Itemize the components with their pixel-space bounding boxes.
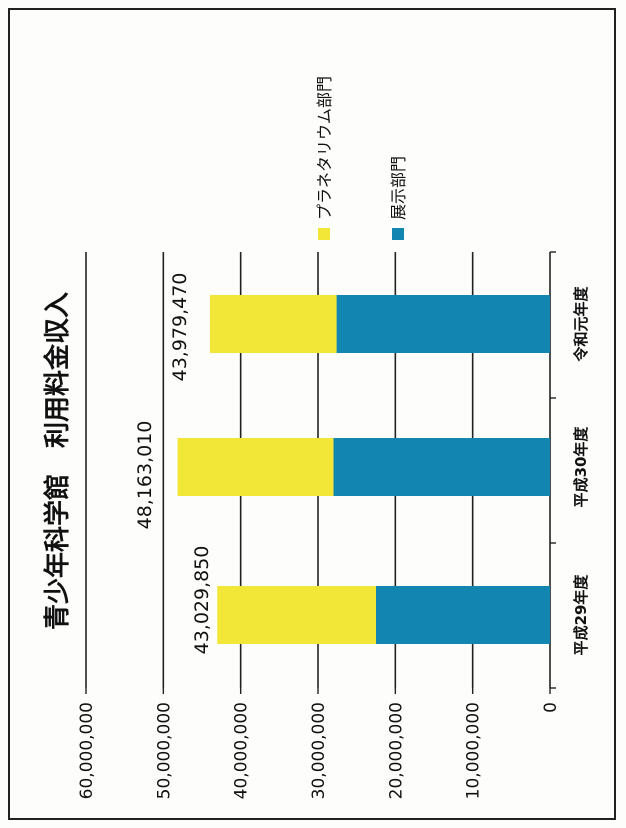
y-tick-label: 30,000,000 [309, 702, 329, 799]
legend-label: プラネタリウム部門 [315, 76, 334, 220]
category-label: 平成29年度 [572, 574, 590, 656]
chart-title: 青少年科学館 利用料金収入 [42, 292, 73, 630]
y-tick-label: 10,000,000 [464, 702, 484, 799]
total-label: 43,979,470 [169, 273, 191, 382]
bars [177, 295, 550, 644]
y-tick-label: 20,000,000 [386, 702, 406, 799]
y-tick-label: 50,000,000 [154, 702, 174, 799]
total-label: 48,163,010 [134, 421, 156, 530]
bar-planetarium [217, 586, 376, 644]
category-label: 平成30年度 [572, 426, 590, 508]
y-tick-label: 60,000,000 [77, 702, 97, 799]
legend-swatch [318, 228, 330, 240]
y-axis-ticks: 0 10,000,000 20,000,000 30,000,000 40,000,00… [77, 702, 561, 799]
category-label: 令和元年度 [572, 286, 590, 362]
legend-swatch [392, 228, 404, 240]
total-labels: 43,029,850 48,163,010 43,979,470 [134, 273, 213, 655]
y-tick-label: 40,000,000 [232, 702, 252, 799]
y-tick-label: 0 [541, 702, 561, 713]
bar-exhibit [336, 295, 550, 353]
bar-planetarium [209, 295, 337, 353]
bar-planetarium [177, 438, 334, 496]
legend: プラネタリウム部門展示部門 [315, 76, 408, 240]
chart-frame [8, 8, 616, 820]
legend-label: 展示部門 [389, 156, 408, 220]
total-label: 43,029,850 [191, 546, 213, 655]
bar-exhibit [376, 586, 550, 644]
bar-exhibit [333, 438, 550, 496]
